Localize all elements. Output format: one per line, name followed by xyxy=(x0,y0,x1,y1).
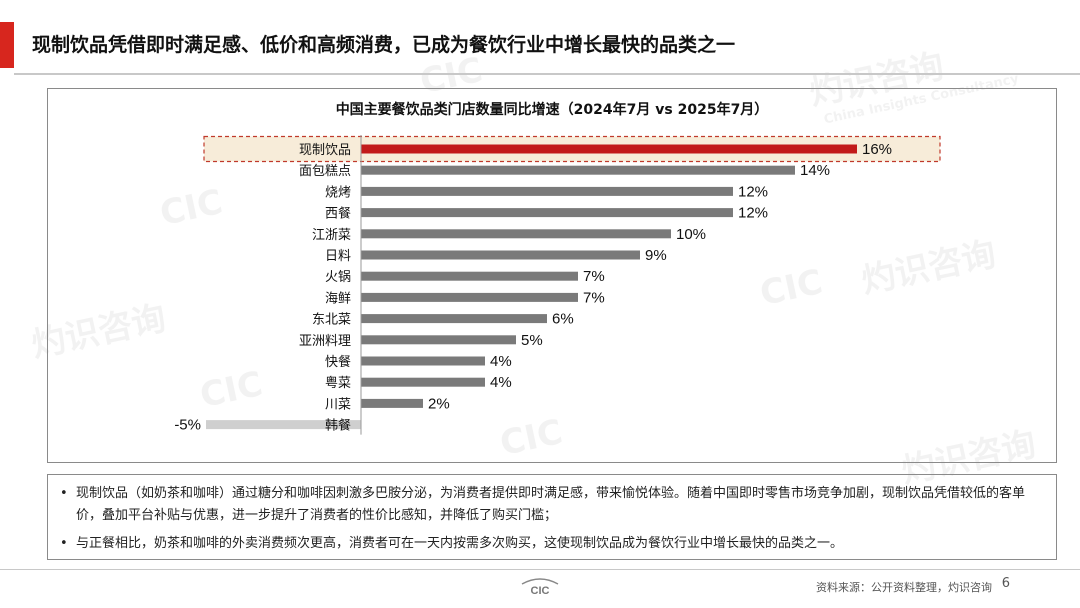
bar xyxy=(361,398,423,408)
data-label: 2% xyxy=(428,395,450,412)
bar xyxy=(361,335,516,345)
data-label: 9% xyxy=(645,247,667,264)
data-label: 12% xyxy=(738,205,768,222)
data-label: 12% xyxy=(738,183,768,200)
data-label: 10% xyxy=(676,226,706,243)
title-accent-bar xyxy=(0,22,14,68)
data-label: 14% xyxy=(800,162,830,179)
data-label: -5% xyxy=(174,417,201,434)
category-label: 川菜 xyxy=(325,397,351,412)
page-number: 6 xyxy=(1001,576,1010,591)
chart-title: 中国主要餐饮品类门店数量同比增速（2024年7月 vs 2025年7月） xyxy=(335,102,769,118)
notes-panel: • 现制饮品（如奶茶和咖啡）通过糖分和咖啡因刺激多巴胺分泌，为消费者提供即时满足… xyxy=(47,474,1057,560)
bar xyxy=(361,271,578,281)
category-label: 面包糕点 xyxy=(299,164,351,179)
source-note: 资料来源：公开资料整理，灼识咨询 xyxy=(816,581,992,594)
data-label: 7% xyxy=(583,289,605,306)
note-text: 现制饮品（如奶茶和咖啡）通过糖分和咖啡因刺激多巴胺分泌，为消费者提供即时满足感，… xyxy=(76,486,1026,523)
bar xyxy=(361,314,547,324)
category-label: 亚洲料理 xyxy=(299,334,351,349)
category-label: 海鲜 xyxy=(325,291,351,306)
page-title: 现制饮品凭借即时满足感、低价和高频消费，已成为餐饮行业中增长最快的品类之一 xyxy=(32,34,736,56)
category-label: 粤菜 xyxy=(325,375,351,391)
note-text: 与正餐相比，奶茶和咖啡的外卖消费频次更高，消费者可在一天内按需多次购买，这使现制… xyxy=(76,536,844,551)
svg-text:CIC: CIC xyxy=(531,585,550,596)
data-label: 16% xyxy=(862,141,892,158)
data-label: 7% xyxy=(583,268,605,285)
data-label: 6% xyxy=(552,311,574,328)
title-divider xyxy=(14,73,1080,75)
note-item: • 现制饮品（如奶茶和咖啡）通过糖分和咖啡因刺激多巴胺分泌，为消费者提供即时满足… xyxy=(60,483,1042,527)
cic-logo: CIC xyxy=(521,578,559,596)
bar xyxy=(361,250,640,260)
category-label: 东北菜 xyxy=(312,313,351,328)
bar xyxy=(206,420,361,430)
category-label: 日料 xyxy=(325,249,351,264)
bar xyxy=(361,292,578,302)
data-label: 4% xyxy=(490,353,512,370)
bar xyxy=(361,377,485,387)
category-label: 现制饮品 xyxy=(299,143,351,158)
note-item: • 与正餐相比，奶茶和咖啡的外卖消费频次更高，消费者可在一天内按需多次购买，这使… xyxy=(60,533,1042,555)
bar xyxy=(361,356,485,366)
bullet-icon: • xyxy=(60,486,68,501)
bar-chart: 现制饮品 16% 面包糕点 14% 烧烤 12% 西餐 12% 江浙菜 10% 日料 9% 火锅 7% 海鲜… xyxy=(174,135,941,435)
chart-panel: 中国主要餐饮品类门店数量同比增速（2024年7月 vs 2025年7月） 现制饮… xyxy=(47,88,1057,463)
bullet-icon: • xyxy=(60,536,68,551)
category-label: 韩餐 xyxy=(325,418,351,434)
bar xyxy=(361,165,795,175)
category-label: 火锅 xyxy=(325,269,351,285)
category-label: 快餐 xyxy=(325,354,351,370)
footer-divider xyxy=(0,569,1080,570)
bar xyxy=(361,144,857,154)
bar xyxy=(361,229,671,239)
data-label: 4% xyxy=(490,374,512,391)
data-label: 5% xyxy=(521,332,543,349)
category-label: 西餐 xyxy=(325,206,351,222)
category-label: 烧烤 xyxy=(325,185,351,200)
bar xyxy=(361,208,733,218)
bar xyxy=(361,186,733,196)
category-label: 江浙菜 xyxy=(312,228,351,243)
